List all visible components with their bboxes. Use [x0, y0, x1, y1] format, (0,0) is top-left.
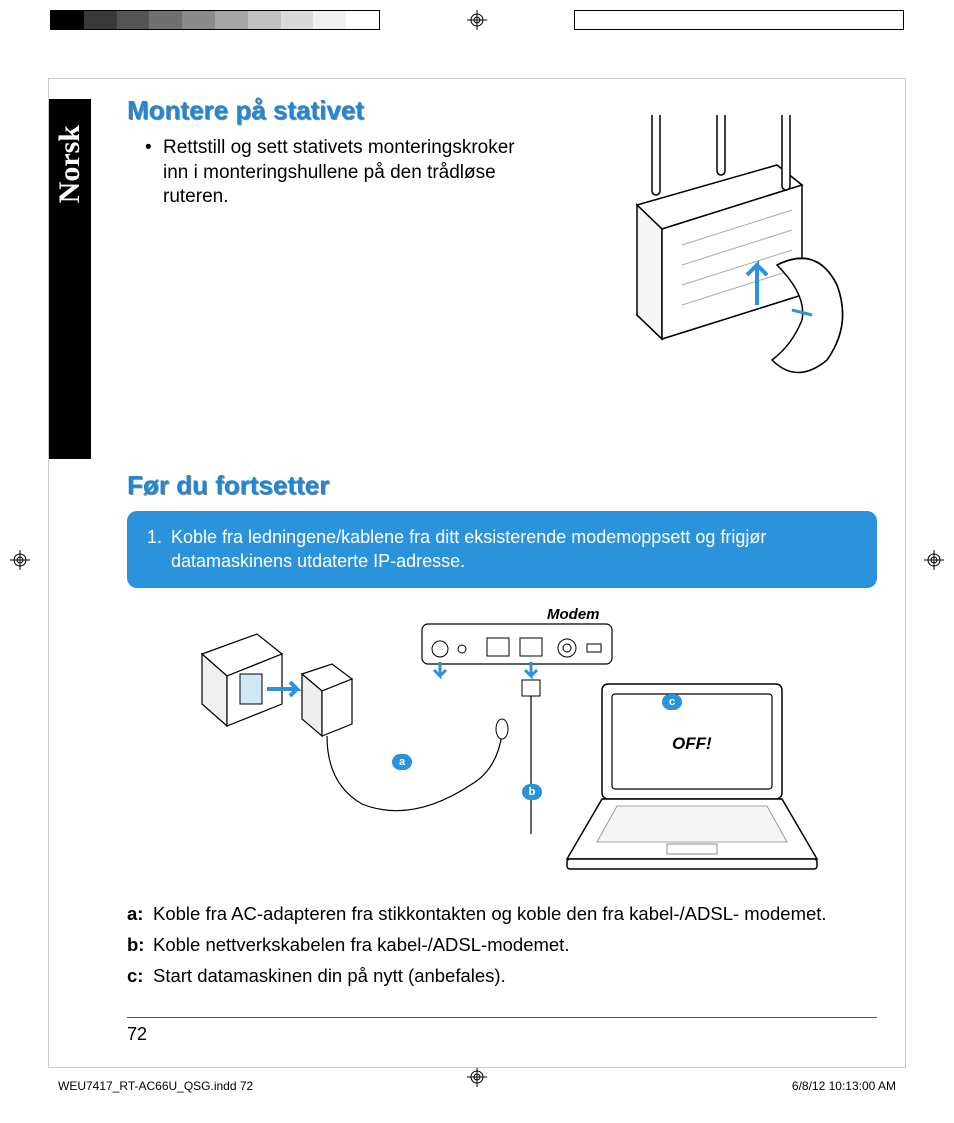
section2-title: Før du fortsetter	[127, 470, 877, 501]
step-a-text: Koble fra AC-adapteren fra stikkontakten…	[153, 902, 827, 927]
instruction-box: 1. Koble fra ledningene/kablene fra ditt…	[127, 511, 877, 588]
colorbar-swatch	[346, 11, 379, 29]
print-footer: WEU7417_RT-AC66U_QSG.indd 72 6/8/12 10:1…	[58, 1079, 896, 1093]
footer-file: WEU7417_RT-AC66U_QSG.indd 72	[58, 1079, 253, 1093]
registration-mark-icon	[467, 10, 487, 30]
laptop-off-label: OFF!	[672, 734, 712, 754]
registration-mark-icon	[10, 550, 30, 570]
section1-bullet: • Rettstill og sett stativets monterings…	[145, 136, 515, 210]
diagram-label-b: b	[522, 784, 542, 800]
step-b: b: Koble nettverkskabelen fra kabel-/ADS…	[127, 933, 877, 958]
page-frame: Norsk Montere på stativet • Rettstill og…	[48, 78, 906, 1068]
language-label: Norsk	[53, 125, 87, 203]
diagram-label-c: c	[662, 694, 682, 710]
connection-diagram: Modem OFF! a b c	[172, 604, 832, 884]
bullet-dot-icon: •	[145, 136, 163, 210]
step-a: a: Koble fra AC-adapteren fra stikkontak…	[127, 902, 877, 927]
instruction-text: Koble fra ledningene/kablene fra ditt ek…	[171, 525, 857, 574]
colorbar-swatch	[84, 11, 117, 29]
language-tab: Norsk	[49, 99, 91, 459]
steps-list: a: Koble fra AC-adapteren fra stikkontak…	[127, 902, 877, 989]
step-c-label: c:	[127, 964, 153, 989]
step-c-text: Start datamaskinen din på nytt (anbefale…	[153, 964, 506, 989]
content-area: Montere på stativet • Rettstill og sett …	[127, 95, 877, 995]
colorbar-swatch	[248, 11, 281, 29]
section1-bullet-text: Rettstill og sett stativets monteringskr…	[163, 136, 515, 210]
modem-label: Modem	[547, 606, 600, 623]
diagram-label-a: a	[392, 754, 412, 770]
registration-mark-icon	[924, 550, 944, 570]
colorbar-right	[574, 10, 904, 30]
colorbar-swatch	[215, 11, 248, 29]
colorbar-swatch	[281, 11, 314, 29]
colorbar-left	[50, 10, 380, 30]
step-b-label: b:	[127, 933, 153, 958]
section2: Før du fortsetter 1. Koble fra ledningen…	[127, 470, 877, 989]
colorbar-swatch	[313, 11, 346, 29]
router-stand-illustration	[607, 115, 877, 395]
colorbar-swatch	[182, 11, 215, 29]
footer-timestamp: 6/8/12 10:13:00 AM	[792, 1079, 896, 1093]
page-number: 72	[127, 1017, 877, 1045]
step-c: c: Start datamaskinen din på nytt (anbef…	[127, 964, 877, 989]
colorbar-swatch	[51, 11, 84, 29]
step-b-text: Koble nettverkskabelen fra kabel-/ADSL-m…	[153, 933, 569, 958]
colorbar-swatch	[117, 11, 150, 29]
instruction-number: 1.	[147, 525, 171, 574]
step-a-label: a:	[127, 902, 153, 927]
colorbar-swatch	[149, 11, 182, 29]
